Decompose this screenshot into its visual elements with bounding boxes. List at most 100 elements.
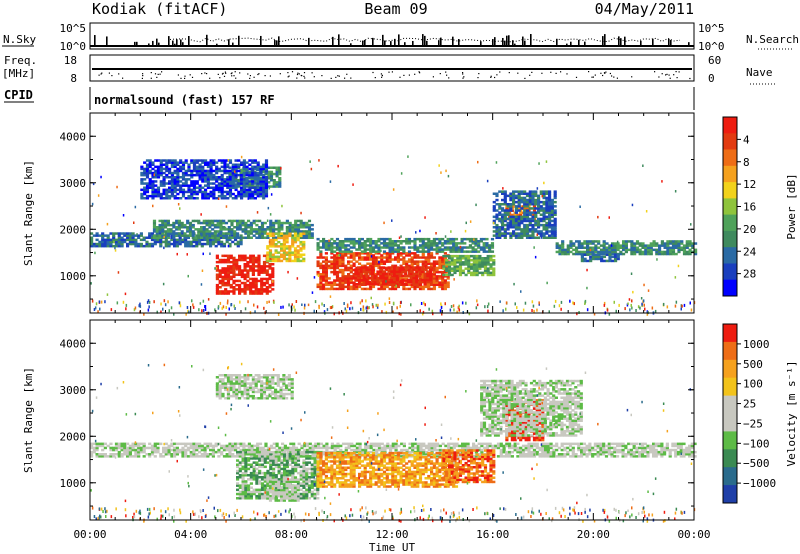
power-cell [417,270,422,273]
power-cell [545,205,549,208]
nave-point [239,72,241,74]
power-noise-cell [624,307,626,311]
power-cell [277,221,281,225]
power-noise-cell [558,304,561,308]
power-sparse-cell [383,221,385,225]
power-cell [405,254,409,257]
power-cell [291,245,295,248]
power-cell [441,277,445,280]
nsky-bar [176,39,178,46]
power-cell [429,268,433,271]
power-cell [357,278,361,282]
power-cell [478,265,482,268]
velocity-cell [173,450,177,454]
power-cell [453,259,457,262]
power-cell [176,188,180,192]
power-cell [520,232,524,235]
power-cell [184,242,188,246]
velocity-cell [231,442,235,446]
power-cell [265,292,269,295]
velocity-cell [164,448,168,452]
power-cell [240,163,244,166]
power-cell [388,256,392,259]
power-cell [472,267,476,270]
power-cell [236,236,240,239]
power-cell [322,273,326,276]
power-cell [159,197,163,200]
power-cell [548,213,552,216]
power-cell [471,242,475,245]
power-cell [352,246,356,249]
power-cell [156,192,161,196]
power-cell [335,256,340,259]
power-cell [370,274,375,278]
power-cell [226,197,230,200]
power-cell [145,163,150,166]
power-colorbar-swatch [723,279,737,297]
power-cell [381,276,386,280]
power-cell [202,219,206,223]
power-cell [269,177,274,180]
power-cell [106,240,110,244]
power-cell [610,248,615,252]
power-noise-cell [475,306,478,310]
power-noise-cell [168,309,170,313]
velocity-cell [261,446,265,450]
power-cell [140,188,144,192]
power-cell [211,242,215,246]
power-cell [266,228,270,231]
power-cell [131,232,135,235]
power-cell [355,254,359,257]
power-sparse-cell [339,277,342,280]
power-cell [589,255,593,259]
power-cell [394,250,398,253]
power-cell [220,176,224,179]
power-cell [177,219,181,223]
power-cell [220,184,224,187]
velocity-cell [264,448,268,452]
power-cell [175,240,179,244]
power-cell [528,196,532,200]
power-cell [542,200,546,204]
power-noise-cell [362,308,364,312]
power-cell [145,159,150,162]
velocity-cell [137,448,141,452]
power-noise-cell [439,309,442,313]
power-cell [191,219,195,223]
power-cell [266,255,270,259]
power-noise-cell [449,308,452,312]
power-cell [150,232,155,235]
power-cell [140,182,144,185]
power-cell [577,252,581,256]
power-cell [296,234,300,238]
power-cell [347,279,351,282]
power-cell [374,240,378,243]
power-cell [226,192,230,196]
power-noise-cell [160,302,162,306]
power-cell [517,192,521,195]
power-cell [246,288,250,291]
power-cell [600,259,604,263]
power-cell [443,242,447,245]
velocity-cell [225,444,229,448]
power-cell [249,236,253,239]
power-cell [396,252,400,255]
velocity-cell [109,442,113,446]
power-cell [616,255,620,259]
power-cell [485,246,489,249]
power-cell [374,244,378,247]
power-cell [251,281,255,285]
velocity-cell [126,453,130,456]
power-cell [167,242,171,246]
power-cell [296,253,300,256]
velocity-cell [184,442,188,446]
power-cell [264,192,269,196]
power-cell [262,271,267,274]
power-cell [126,234,130,237]
power-noise-cell [410,303,412,307]
power-cell [248,197,252,200]
nave-point [330,77,332,79]
velocity-cell [189,455,193,458]
power-cell [520,228,524,231]
velocity-cell [101,455,105,458]
